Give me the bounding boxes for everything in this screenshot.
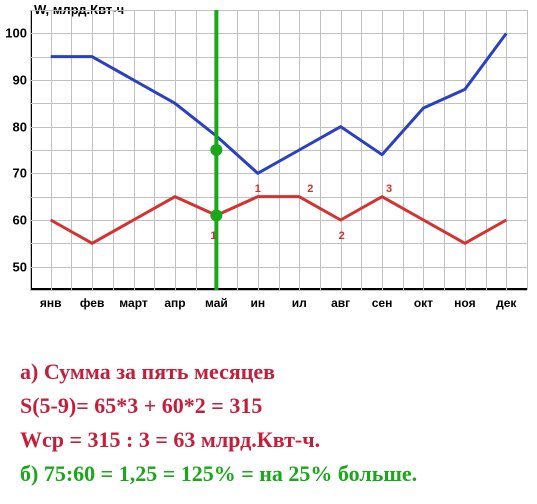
chart-point-label: 2 [339, 230, 345, 242]
answer-a-sum: S(5-9)= 65*3 + 60*2 = 315 [20, 389, 417, 423]
marker-point [210, 209, 222, 221]
x-tick-label: сен [372, 296, 393, 310]
x-tick-label: авг [331, 296, 350, 310]
x-tick-label: апр [164, 296, 185, 310]
x-tick-label: янв [40, 296, 62, 310]
series-red-line [51, 197, 507, 244]
x-tick-label: окт [414, 296, 433, 310]
answer-b: б) 75:60 = 1,25 = 125% = на 25% больше. [20, 457, 417, 491]
chart-svg [30, 10, 527, 290]
y-tick-label: 70 [2, 166, 27, 181]
x-tick-label: март [119, 296, 147, 310]
y-tick-label: 90 [2, 73, 27, 88]
x-tick-label: май [205, 296, 228, 310]
chart-point-label: 1 [210, 230, 216, 242]
chart-point-label: 2 [307, 183, 313, 195]
y-tick-label: 100 [2, 26, 27, 41]
chart-point-label: 3 [386, 183, 392, 195]
y-tick-label: 60 [2, 213, 27, 228]
chart-point-label: 1 [255, 183, 261, 195]
answer-a-title: а) Сумма за пять месяцев [20, 355, 417, 389]
y-tick-label: 80 [2, 119, 27, 134]
chart-plot-area [30, 10, 527, 290]
x-tick-label: дек [496, 296, 516, 310]
series-blue-line [51, 33, 507, 173]
x-tick-label: фев [80, 296, 104, 310]
x-tick-label: ноя [454, 296, 475, 310]
chart-container: W, млрд.Квт-ч 5060708090100янвфевмартапр… [0, 0, 537, 340]
y-tick-label: 50 [2, 259, 27, 274]
answers-block: а) Сумма за пять месяцев S(5-9)= 65*3 + … [20, 355, 417, 491]
x-tick-label: ил [292, 296, 307, 310]
x-tick-label: ин [250, 296, 265, 310]
marker-point [210, 144, 222, 156]
answer-a-avg: Wcp = 315 : 3 = 63 млрд.Квт-ч. [20, 423, 417, 457]
